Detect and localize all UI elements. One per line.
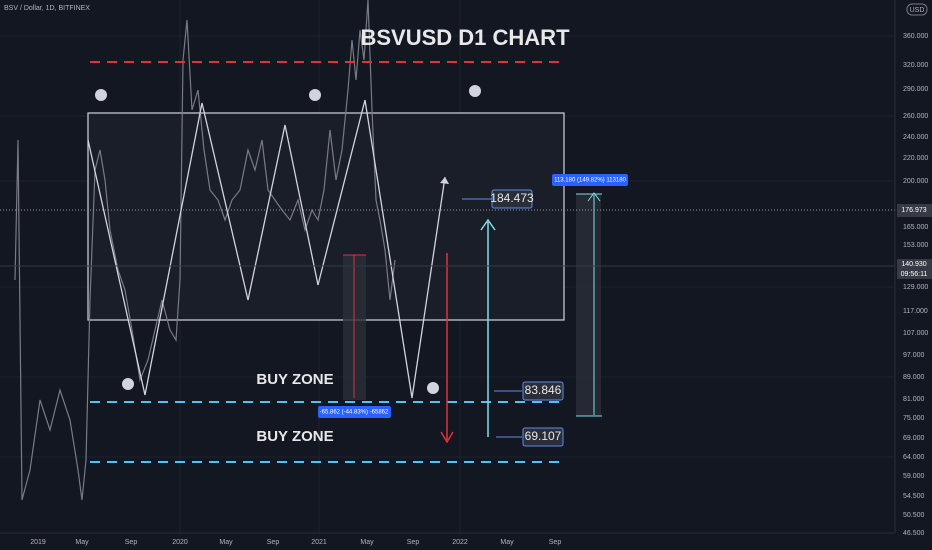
chart-title: BSVUSD D1 CHART	[360, 25, 570, 50]
target-text: 184.473	[490, 191, 534, 205]
measure-label	[552, 174, 628, 186]
price-tick-label: 360.000	[903, 33, 928, 40]
price-tag	[897, 259, 932, 279]
time-tick-label: May	[360, 539, 374, 546]
price-candles	[14, 0, 396, 501]
measure-text: 113.180 (149.82%) 113180	[554, 178, 626, 184]
time-tick-label: Sep	[267, 539, 280, 546]
measure-head	[587, 192, 601, 202]
time-tick-label: May	[219, 539, 233, 546]
zone-label: BUY ZONE	[256, 371, 333, 388]
price-tick-label: 153.000	[903, 242, 928, 249]
target-box	[491, 189, 533, 209]
projection-zigzag	[87, 99, 446, 399]
price-tick-label: 260.000	[903, 113, 928, 120]
price-tag-text: 140.930	[901, 261, 926, 268]
time-tick-label: 2021	[311, 539, 327, 546]
time-tick-label: 2020	[172, 539, 188, 546]
zone-label: BUY ZONE	[256, 428, 333, 445]
price-tag-text: 09:56:11	[901, 271, 928, 278]
price-tick-label: 46.500	[903, 530, 925, 537]
target-text: 69.107	[525, 429, 562, 443]
arrow-head	[440, 177, 449, 184]
price-tick-label: 290.000	[903, 86, 928, 93]
time-tick-label: May	[500, 539, 514, 546]
time-tick-label: Sep	[407, 539, 420, 546]
price-tag-text: 176.973	[901, 207, 926, 214]
price-tick-label: 129.000	[903, 284, 928, 291]
price-tag	[897, 204, 932, 217]
target-text: 83.846	[525, 383, 562, 397]
price-tick-label: 200.000	[903, 178, 928, 185]
price-tick-label: 220.000	[903, 155, 928, 162]
price-tick-label: 81.000	[903, 396, 925, 403]
price-tick-label: 97.000	[903, 352, 925, 359]
currency-badge	[906, 3, 928, 16]
target-box	[522, 381, 564, 401]
symbol: BSV / Dollar, 1D, BITFINEX	[4, 5, 90, 12]
price-tick-label: 69.000	[903, 435, 925, 442]
price-tick-label: 75.000	[903, 415, 925, 422]
price-tick-label: 89.000	[903, 374, 925, 381]
currency: USD	[910, 7, 925, 14]
down-arrow-head	[440, 431, 454, 444]
measure-label	[318, 406, 391, 418]
time-tick-label: 2022	[452, 539, 468, 546]
time-tick-label: May	[75, 539, 89, 546]
range-box	[87, 112, 565, 321]
price-tick-label: 64.000	[903, 454, 925, 461]
time-tick-label: Sep	[549, 539, 562, 546]
price-tick-label: 117.000	[903, 308, 928, 315]
markers	[95, 85, 481, 394]
price-tick-label: 50.500	[903, 512, 925, 519]
target-box	[522, 427, 564, 447]
time-tick-label: 2019	[30, 539, 46, 546]
measure-text: -65.862 (-44.83%) -65862	[320, 410, 389, 416]
price-tick-label: 59.000	[903, 473, 925, 480]
price-tick-label: 240.000	[903, 134, 928, 141]
price-tick-label: 107.000	[903, 330, 928, 337]
time-tick-label: Sep	[125, 539, 138, 546]
price-tick-label: 320.000	[903, 62, 928, 69]
measure-box	[576, 194, 601, 416]
price-tick-label: 165.000	[903, 224, 928, 231]
price-tick-label: 54.500	[903, 493, 925, 500]
up-arrow-head	[480, 218, 496, 231]
